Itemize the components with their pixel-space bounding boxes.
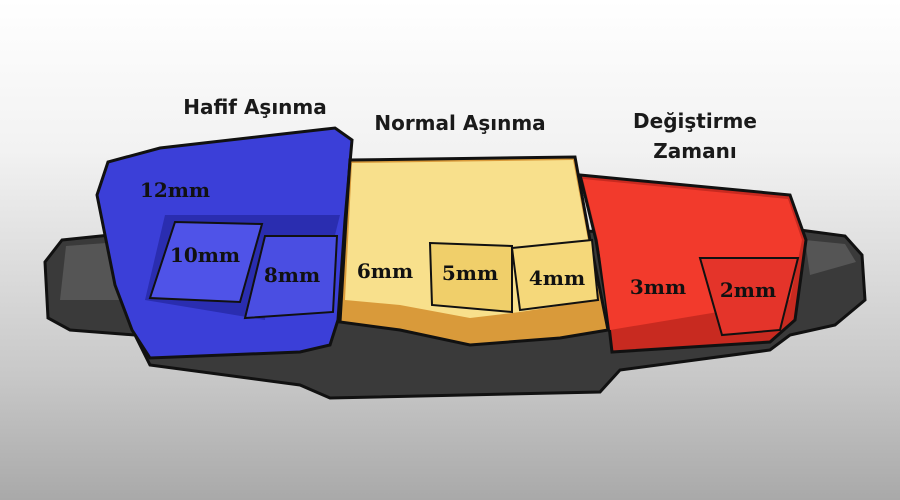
measurement-label: 2mm	[720, 278, 776, 302]
measurement-label: 8mm	[264, 263, 320, 287]
zone-title-normal-wear: Normal Aşınma	[374, 111, 545, 135]
backing-plate-highlight	[805, 240, 856, 275]
measurement-label: 3mm	[630, 275, 686, 299]
measurement-label: 12mm	[140, 178, 210, 202]
zone-title-light-wear: Hafif Aşınma	[183, 95, 327, 119]
yellow-step-4mm	[510, 238, 600, 312]
yellow-step-5mm	[428, 241, 513, 314]
blue-step-8mm	[243, 235, 339, 320]
measurement-label: 5mm	[442, 261, 498, 285]
red-step-2mm	[698, 257, 800, 337]
zone-title-replace-line1: Değiştirme	[633, 109, 757, 133]
measurement-label: 6mm	[357, 259, 413, 283]
measurement-label: 10mm	[170, 243, 240, 267]
measurement-label: 4mm	[529, 266, 585, 290]
blue-step-10mm	[148, 220, 264, 304]
zone-title-replace-line2: Zamanı	[653, 139, 736, 163]
